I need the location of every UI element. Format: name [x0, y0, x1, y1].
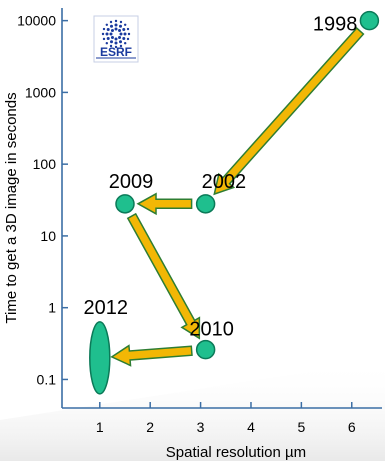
logo-dot: [122, 37, 126, 40]
logo-dot: [114, 37, 118, 41]
x-tick-label: 5: [297, 419, 305, 435]
data-point-2009: [115, 194, 135, 214]
arrow-2002-to-2009: [136, 192, 193, 216]
logo-dot: [126, 27, 130, 31]
point-label-2010: 2010: [189, 319, 234, 341]
logo-dot: [114, 41, 118, 45]
logo-dot: [110, 40, 113, 44]
x-axis-title: Spatial resolution µm: [166, 444, 306, 461]
y-axis-title: Time to get a 3D image in seconds: [3, 92, 20, 323]
data-point-1998: [359, 10, 380, 31]
logo-dot: [119, 44, 123, 48]
logo-dot: [109, 44, 113, 48]
logo-dot: [106, 37, 110, 40]
logo-dot: [119, 20, 123, 24]
arrow-2010-to-2012: [110, 344, 193, 367]
logo-dot: [110, 24, 113, 28]
point-label-1998: 1998: [313, 14, 358, 36]
x-tick-label: 1: [96, 419, 104, 435]
x-tick-label: 6: [348, 419, 356, 435]
logo-dot: [114, 23, 118, 27]
logo-dot: [110, 28, 114, 32]
logo-dot: [114, 19, 118, 23]
logo-dot: [123, 23, 127, 27]
logo-dot: [102, 37, 106, 41]
logo-dot: [122, 28, 126, 31]
logo-dot: [110, 36, 114, 40]
logo-dot: [126, 37, 130, 41]
esrf-logo: ESRF: [93, 15, 139, 63]
logo-dot: [102, 27, 106, 31]
logo-dot: [109, 20, 113, 24]
point-label-2012: 2012: [84, 297, 129, 319]
logo-dot: [105, 41, 109, 45]
logo-dot: [105, 23, 109, 27]
y-tick-label: 1000: [25, 84, 56, 100]
arrow-1998-to-2002: [213, 27, 365, 196]
data-point-2012: [89, 321, 111, 395]
logo-dot: [114, 27, 118, 31]
esrf-logo-icon: [101, 19, 131, 49]
logo-dot: [105, 32, 109, 36]
data-point-2010: [195, 339, 216, 360]
logo-dot: [123, 41, 127, 45]
data-point-2002: [195, 194, 216, 214]
logo-dot: [119, 32, 123, 36]
y-tick-label: 100: [33, 156, 57, 172]
logo-dot: [119, 40, 122, 44]
logo-dot: [101, 32, 105, 36]
point-label-2009: 2009: [109, 171, 154, 193]
logo-dot: [118, 28, 122, 32]
arrow-2009-to-2010: [126, 212, 201, 340]
background-decoration: [0, 360, 385, 461]
logo-dot: [114, 45, 118, 49]
logo-text: ESRF: [100, 45, 132, 59]
x-tick-label: 4: [247, 419, 255, 435]
logo-dot: [127, 32, 131, 36]
y-tick-label: 1: [48, 300, 56, 316]
point-label-2002: 2002: [202, 171, 247, 193]
logo-dot: [118, 36, 122, 40]
y-tick-label: 10: [40, 228, 56, 244]
x-tick-label: 3: [197, 419, 205, 435]
logo-dot: [123, 32, 127, 36]
x-tick-label: 2: [146, 419, 154, 435]
y-tick-label: 10000: [17, 13, 56, 29]
logo-dot: [109, 32, 113, 36]
logo-dot: [106, 28, 110, 31]
logo-dot: [119, 24, 122, 28]
y-tick-label: 0.1: [37, 371, 57, 387]
